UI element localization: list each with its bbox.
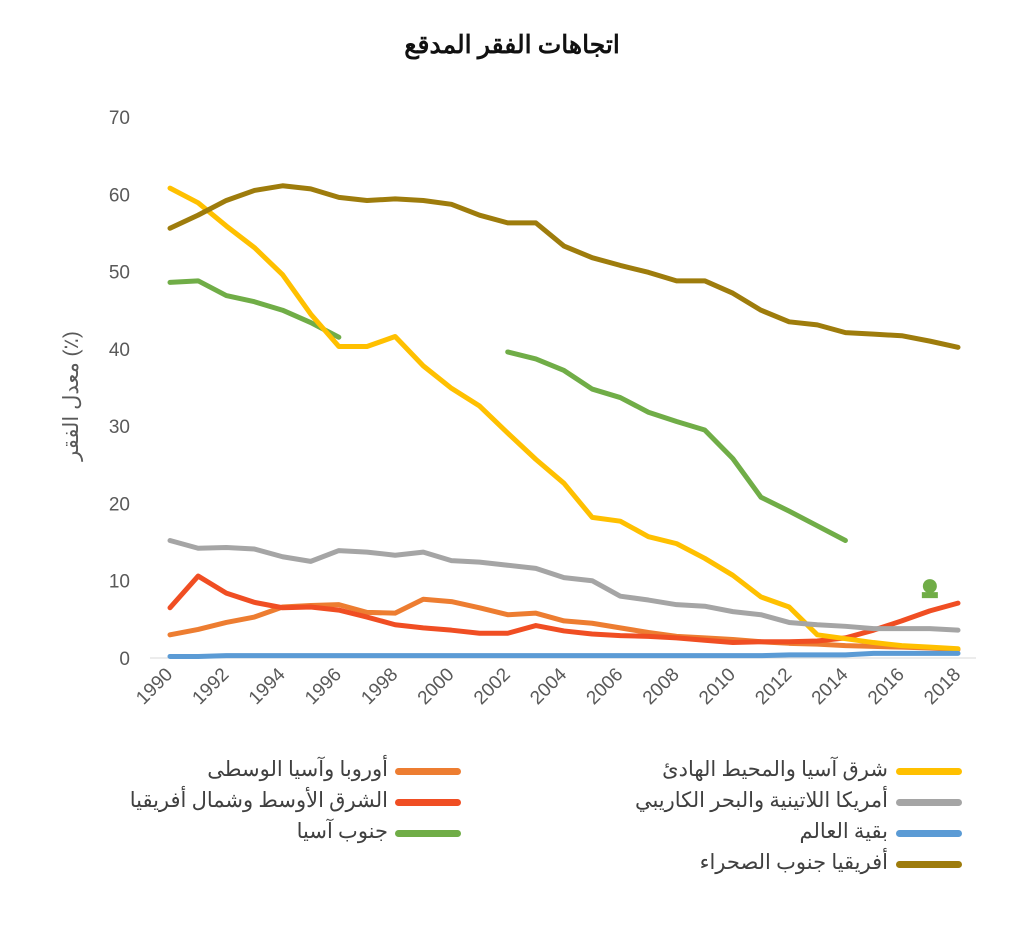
x-tick-label: 1990 — [132, 664, 177, 709]
series-line — [167, 185, 961, 652]
x-tick-label: 2002 — [470, 664, 515, 709]
legend-label: جنوب آسيا — [296, 819, 388, 843]
series-point-marker — [922, 579, 937, 594]
x-tick-label: 1994 — [245, 664, 290, 709]
series-line — [167, 573, 961, 646]
x-tick-label: 2012 — [751, 664, 796, 709]
series-4 — [167, 538, 961, 633]
y-tick-label: 40 — [109, 340, 130, 361]
y-tick-label: 60 — [109, 185, 130, 206]
legend-label: بقية العالم — [799, 819, 888, 843]
y-tick-label: 50 — [109, 263, 130, 284]
x-tick-label: 2014 — [808, 664, 853, 709]
y-tick-label: 10 — [109, 572, 130, 593]
x-tick-label: 2008 — [639, 664, 684, 709]
legend-swatch — [395, 799, 461, 806]
y-tick-label: 0 — [119, 649, 130, 670]
series-1 — [167, 573, 961, 646]
legend-swatch — [896, 861, 962, 868]
x-tick-label: 2010 — [695, 664, 740, 709]
y-tick-label: 20 — [109, 494, 130, 515]
legend-label: الشرق الأوسط وشمال أفريقيا — [129, 788, 388, 812]
legend-swatch — [395, 768, 461, 775]
chart-title: اتجاهات الفقر المدقع — [404, 32, 620, 59]
y-tick-label: 70 — [109, 108, 130, 129]
series-line — [167, 183, 961, 350]
legend-item: أفريقيا جنوب الصحراء — [0, 850, 1024, 880]
series-point-marker-base — [921, 592, 938, 599]
x-axis-ticks: 1990 1992 1994 1996 1998 2000 2002 2004 2006 2008… — [132, 664, 965, 709]
legend-swatch — [896, 830, 962, 837]
legend-item: أوروبا وآسيا الوسطى — [0, 757, 1024, 787]
series-2 — [167, 278, 938, 599]
x-tick-label: 2000 — [414, 664, 459, 709]
legend-swatch — [896, 799, 962, 806]
legend-item: جنوب آسيا — [0, 819, 1024, 849]
legend-swatch — [896, 768, 962, 775]
x-tick-label: 1998 — [357, 664, 402, 709]
x-tick-label: 2006 — [583, 664, 628, 709]
y-axis-label: معدل الفقر (٪) — [60, 331, 84, 462]
legend-swatch — [395, 830, 461, 837]
legend-label: شرق آسيا والمحيط الهادئ — [662, 757, 888, 781]
legend-item: أمريكا اللاتينية والبحر الكاريبي — [0, 788, 1024, 818]
x-tick-label: 1992 — [189, 664, 234, 709]
series-5 — [167, 650, 961, 659]
x-tick-label: 2004 — [526, 664, 571, 709]
x-tick-label: 2018 — [920, 664, 965, 709]
legend-label: أوروبا وآسيا الوسطى — [207, 757, 388, 781]
y-axis-ticks: 0 10 20 30 40 50 60 70 — [109, 108, 130, 670]
legend-item: شرق آسيا والمحيط الهادئ — [0, 757, 1024, 787]
x-tick-label: 1996 — [301, 664, 346, 709]
legend-item: الشرق الأوسط وشمال أفريقيا — [0, 788, 1024, 818]
series-3 — [167, 185, 961, 652]
legend-label: أمريكا اللاتينية والبحر الكاريبي — [634, 788, 888, 812]
series-6 — [167, 183, 961, 350]
y-tick-label: 30 — [109, 417, 130, 438]
series-line — [505, 349, 848, 544]
series-layer — [167, 183, 961, 659]
legend-item: بقية العالم — [0, 819, 1024, 849]
series-line — [167, 278, 342, 340]
x-tick-label: 2016 — [864, 664, 909, 709]
series-line — [167, 538, 961, 633]
series-line — [167, 650, 961, 659]
legend-label: أفريقيا جنوب الصحراء — [699, 850, 888, 874]
